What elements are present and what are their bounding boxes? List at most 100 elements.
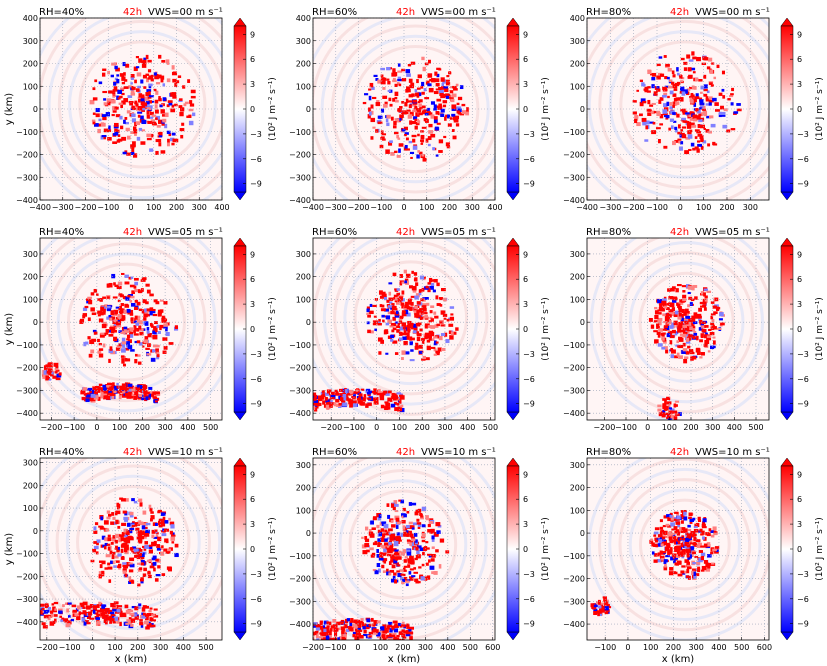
field-cell: [92, 112, 96, 115]
field-cell: [391, 307, 396, 312]
wave-ring: [348, 489, 458, 600]
field-cell: [121, 383, 127, 388]
field-cell: [127, 294, 131, 298]
field-cell: [673, 559, 676, 564]
y-tick-label: −200: [16, 572, 38, 581]
field-cell: [672, 553, 677, 558]
field-cell: [438, 86, 442, 91]
field-cell: [366, 321, 370, 325]
field-cell: [138, 520, 142, 525]
field-cell: [389, 398, 393, 402]
field-cell: [386, 568, 389, 572]
field-cell: [157, 312, 162, 317]
field-cell: [381, 138, 386, 141]
field-cell: [144, 308, 147, 313]
field-cell: [155, 90, 159, 95]
field-cell: [149, 111, 154, 116]
field-cell: [672, 535, 677, 541]
field-cell: [168, 133, 172, 137]
field-cell: [453, 118, 459, 123]
field-cell: [355, 631, 359, 636]
field-cell: [129, 300, 133, 303]
field-cell: [688, 512, 693, 516]
field-cell: [149, 95, 155, 98]
field-cell: [415, 342, 419, 347]
field-cell: [162, 531, 166, 534]
field-cell: [443, 297, 447, 302]
field-cell: [421, 56, 425, 61]
field-cell: [700, 105, 704, 108]
field-cell: [128, 562, 133, 565]
field-cell: [685, 532, 689, 535]
colorbar-tick-label: −3: [797, 350, 809, 359]
field-cell: [111, 62, 117, 66]
field-cell: [124, 117, 128, 120]
x-tick-label: 0: [94, 423, 99, 432]
field-cell: [409, 633, 413, 638]
y-tick-label: 0: [33, 527, 38, 536]
field-cell: [133, 320, 137, 323]
field-cell: [692, 284, 698, 288]
field-cell: [651, 102, 656, 105]
field-cell: [406, 551, 412, 556]
field-cell: [378, 542, 382, 547]
field-cell: [421, 307, 427, 312]
field-cell: [104, 332, 109, 335]
field-cell: [100, 544, 104, 548]
field-cell: [372, 569, 377, 572]
field-cell: [390, 559, 395, 563]
field-cell: [457, 108, 462, 112]
field-cell: [150, 511, 154, 514]
field-cell: [140, 141, 146, 145]
field-cell: [102, 544, 106, 548]
field-cell: [41, 622, 46, 626]
field-cell: [360, 618, 364, 621]
field-cell: [85, 398, 90, 402]
field-cell: [136, 301, 141, 306]
field-cell: [160, 513, 165, 516]
field-cell: [344, 389, 348, 394]
field-cell: [323, 404, 327, 408]
colorbar-tick-label: −6: [797, 595, 809, 604]
field-cell: [353, 398, 356, 401]
field-cell: [673, 518, 678, 521]
field-cell: [377, 517, 382, 521]
field-cell: [158, 522, 163, 528]
field-cell: [105, 329, 110, 333]
field-cell: [326, 625, 330, 628]
field-cell: [107, 70, 110, 75]
field-cell: [681, 308, 685, 314]
field-cell: [58, 372, 62, 376]
field-cell: [151, 541, 156, 545]
colorbar-tick-label: 6: [797, 275, 802, 284]
field-cell: [654, 553, 658, 557]
field-cell: [130, 152, 135, 155]
field-cell: [424, 323, 430, 327]
field-cell: [415, 121, 420, 126]
field-cell: [420, 142, 424, 145]
field-cell: [98, 383, 103, 387]
field-cell: [649, 73, 654, 76]
field-cell: [85, 341, 89, 345]
field-cell: [430, 305, 435, 309]
field-cell: [342, 402, 348, 407]
field-cell: [606, 603, 610, 608]
field-cell: [142, 309, 146, 313]
field-cell: [660, 543, 664, 547]
field-cell: [381, 634, 386, 639]
field-cell: [646, 90, 651, 93]
field-cell: [137, 354, 141, 357]
field-cell: [113, 81, 117, 86]
field-cell: [430, 133, 436, 138]
field-cell: [410, 301, 414, 306]
field-cell: [317, 398, 323, 401]
field-cell: [410, 295, 416, 298]
field-cell: [433, 104, 437, 109]
field-cell: [692, 98, 697, 103]
field-cell: [87, 317, 91, 322]
field-cell: [666, 333, 671, 338]
field-cell: [674, 310, 679, 315]
field-cell: [153, 615, 159, 618]
